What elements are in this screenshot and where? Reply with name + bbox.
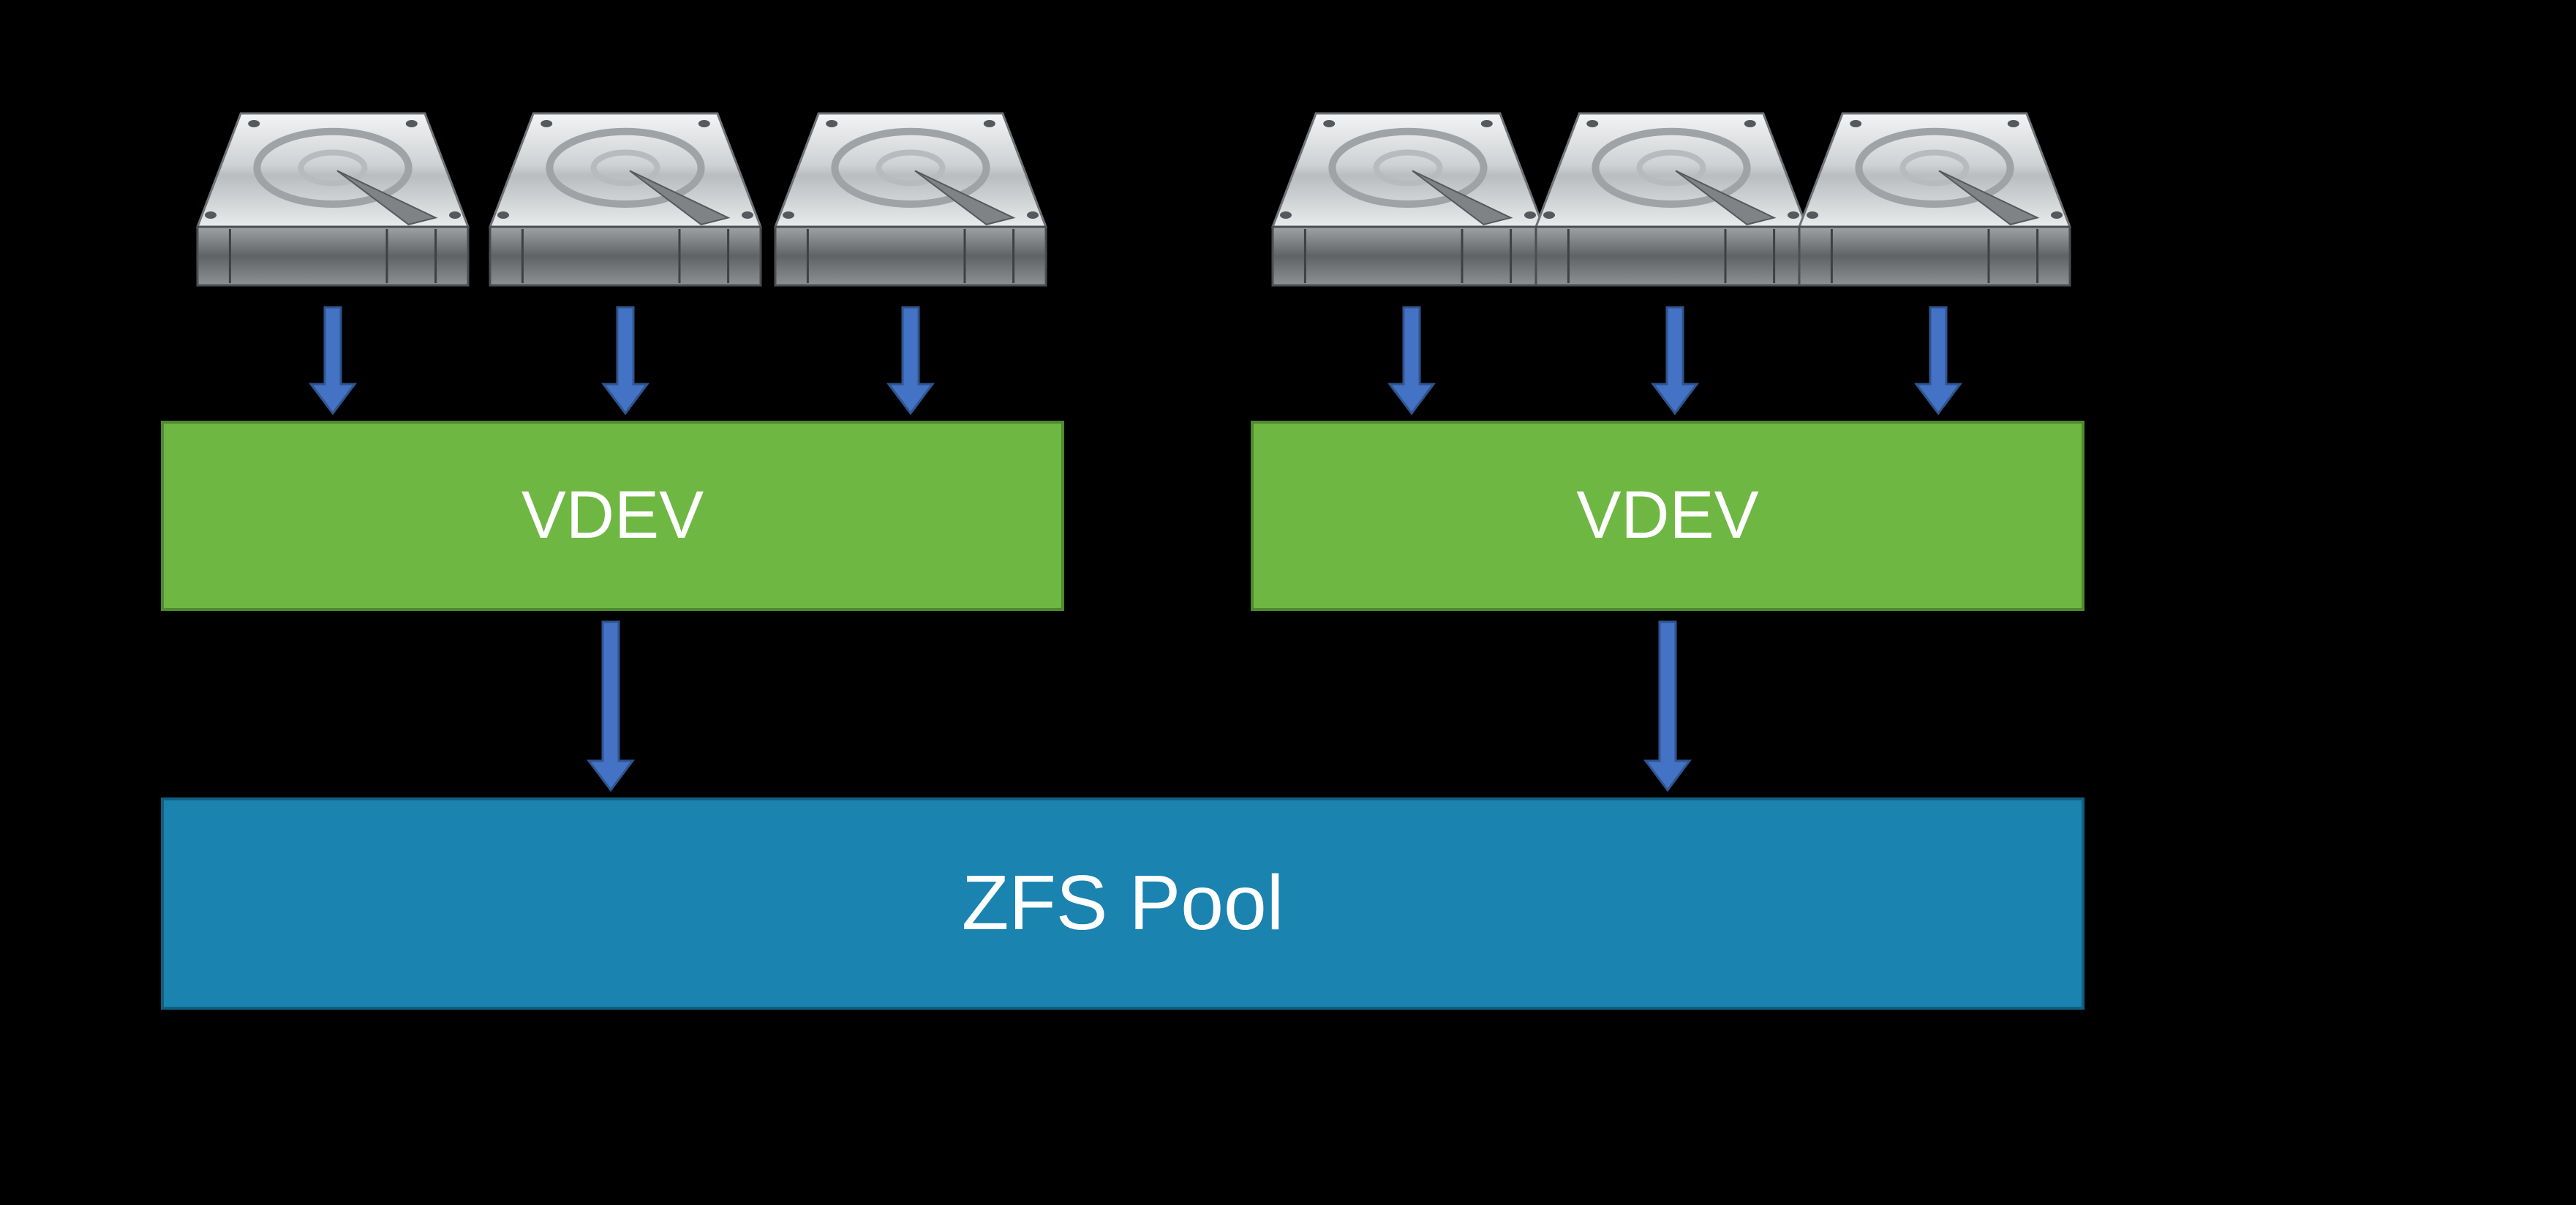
- hard-disk-icon: [1536, 113, 1807, 285]
- hard-disk-icon: [197, 113, 468, 285]
- hard-disk-icon: [775, 113, 1046, 285]
- hard-disk-icon: [490, 113, 761, 285]
- diagram-inner: VDEV VDEV ZFS Pool: [0, 0, 2576, 1205]
- disks-layer: [0, 0, 2576, 1205]
- hard-disk-icon: [1799, 113, 2070, 285]
- diagram-stage: VDEV VDEV ZFS Pool: [0, 0, 2576, 1205]
- hard-disk-icon: [1273, 113, 1543, 285]
